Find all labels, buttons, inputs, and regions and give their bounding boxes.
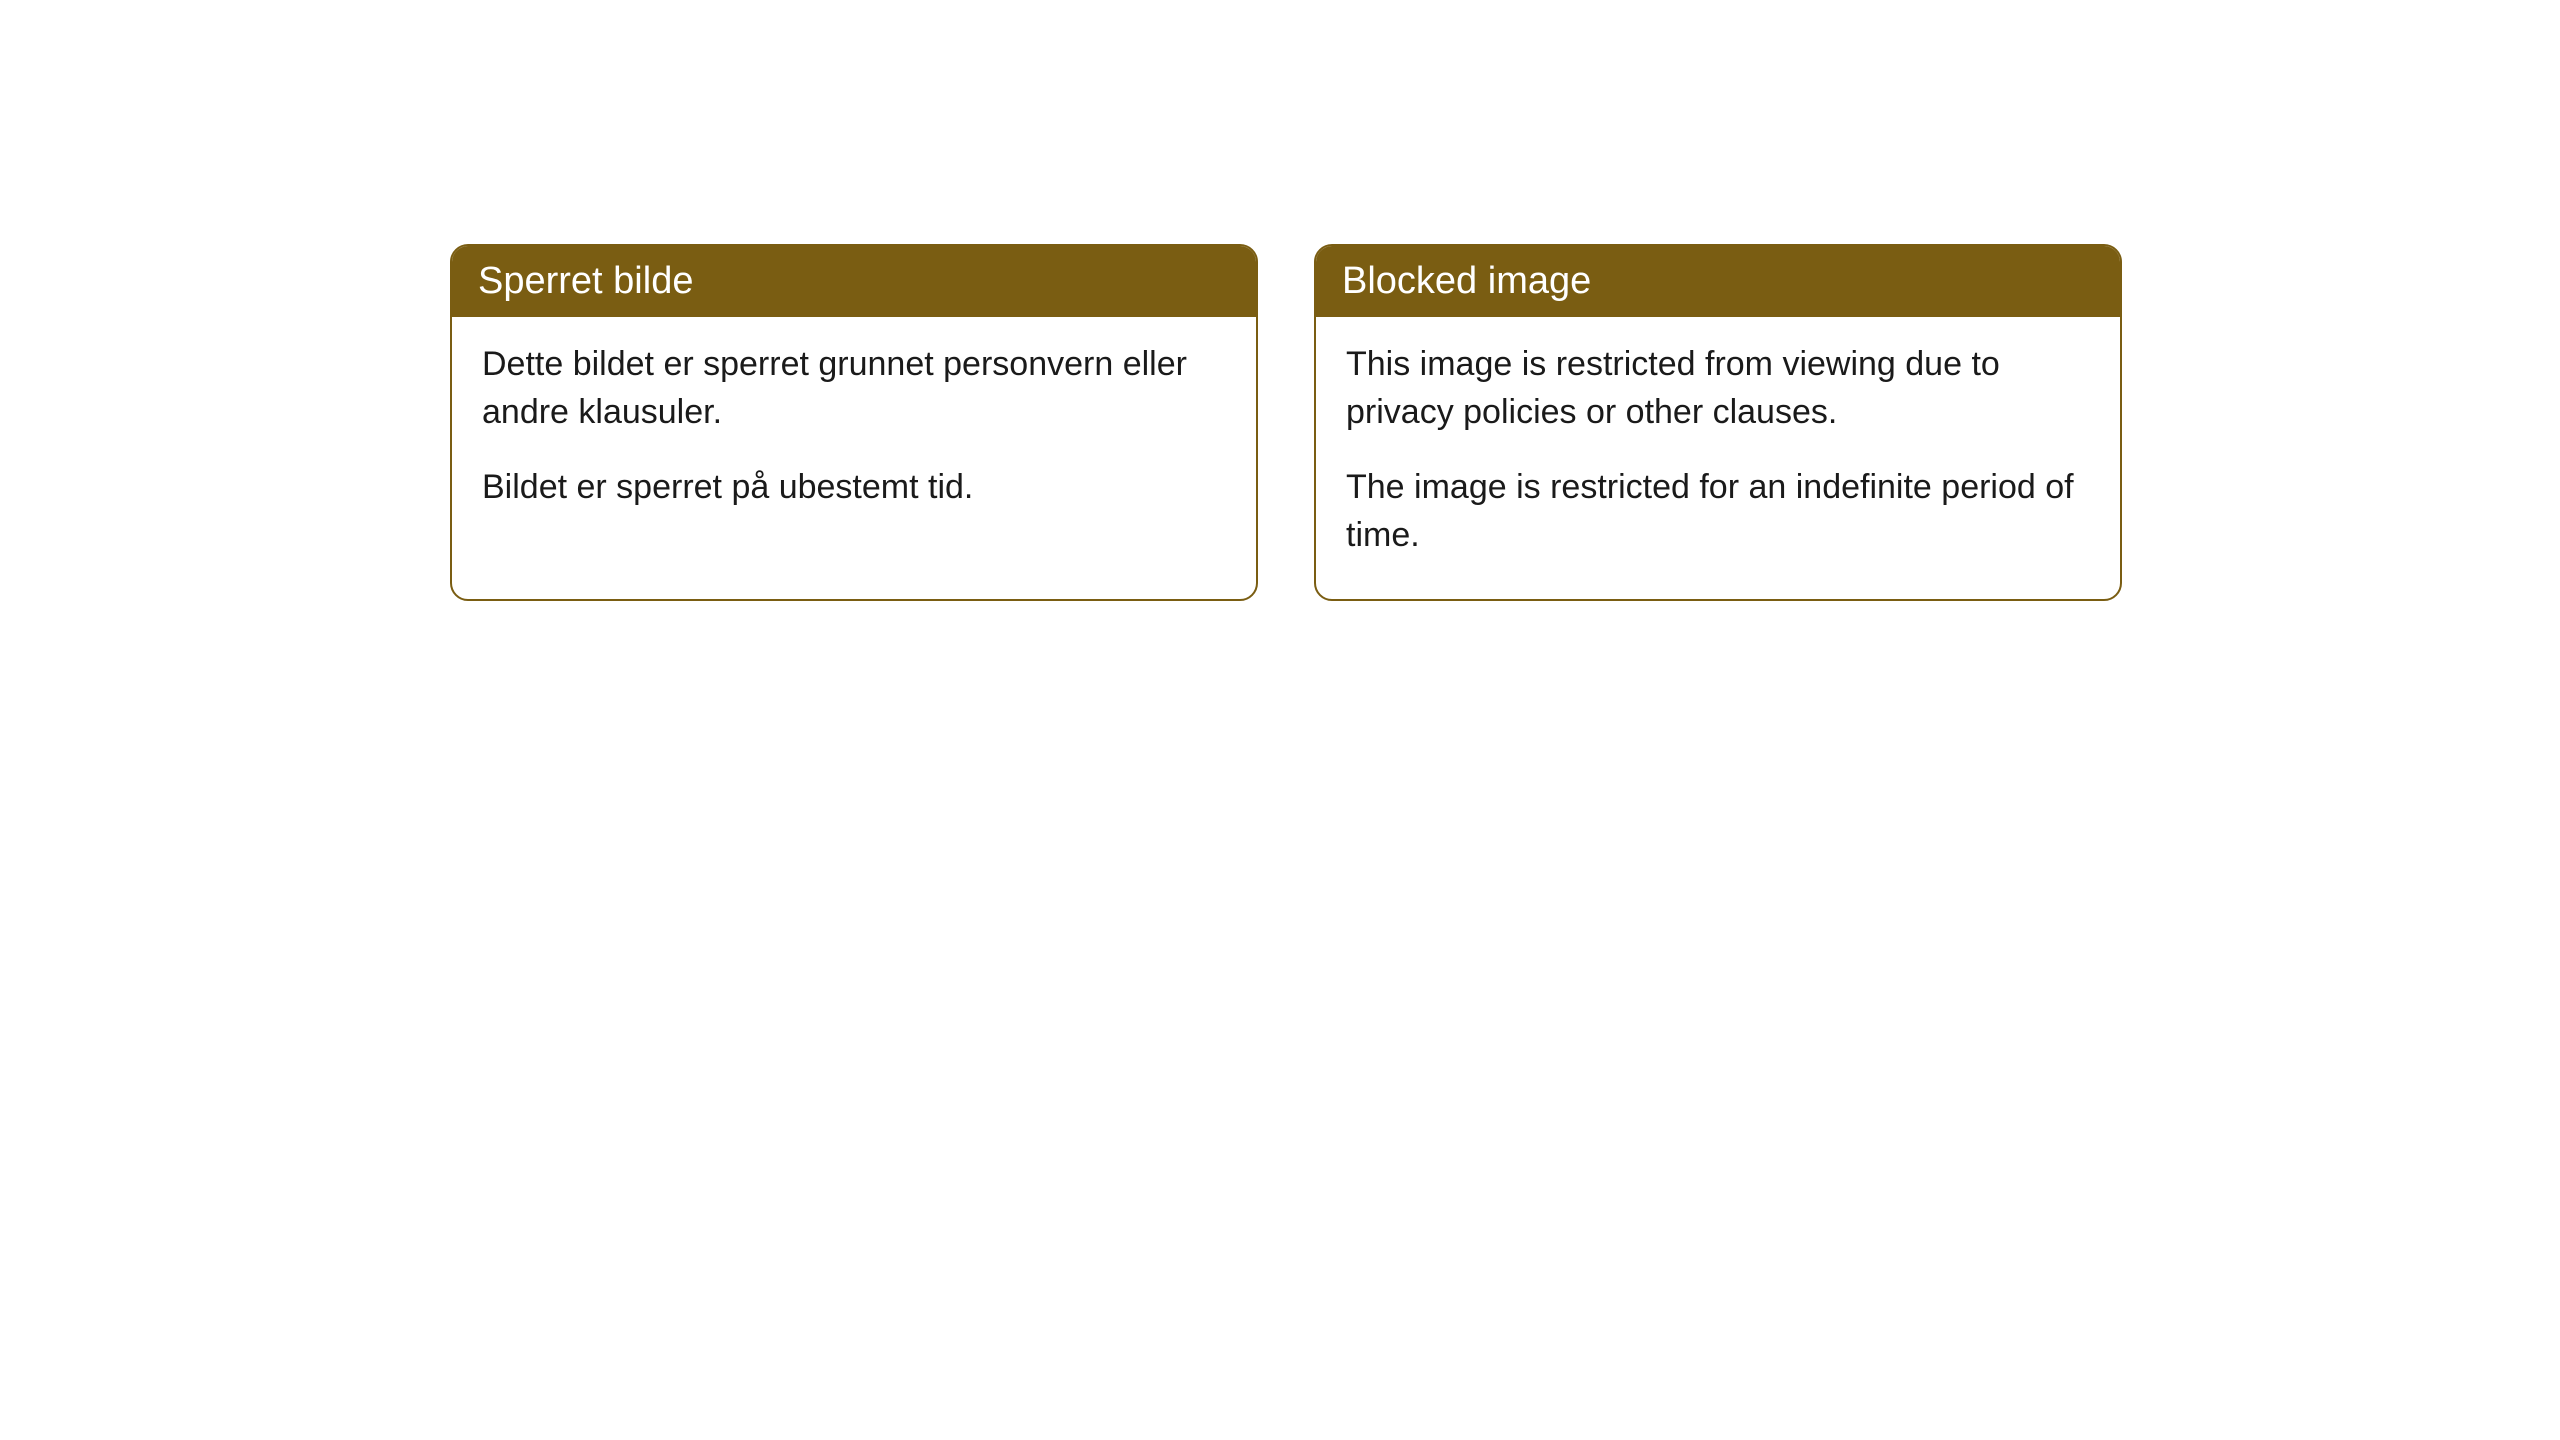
card-body: This image is restricted from viewing du… (1316, 317, 2120, 599)
blocked-image-card-en: Blocked image This image is restricted f… (1314, 244, 2122, 601)
card-header: Sperret bilde (452, 246, 1256, 317)
card-paragraph: Dette bildet er sperret grunnet personve… (482, 341, 1226, 436)
blocked-image-card-no: Sperret bilde Dette bildet er sperret gr… (450, 244, 1258, 601)
card-paragraph: Bildet er sperret på ubestemt tid. (482, 464, 1226, 512)
card-paragraph: The image is restricted for an indefinit… (1346, 464, 2090, 559)
card-header: Blocked image (1316, 246, 2120, 317)
card-body: Dette bildet er sperret grunnet personve… (452, 317, 1256, 552)
card-paragraph: This image is restricted from viewing du… (1346, 341, 2090, 436)
notice-cards-container: Sperret bilde Dette bildet er sperret gr… (450, 244, 2122, 601)
